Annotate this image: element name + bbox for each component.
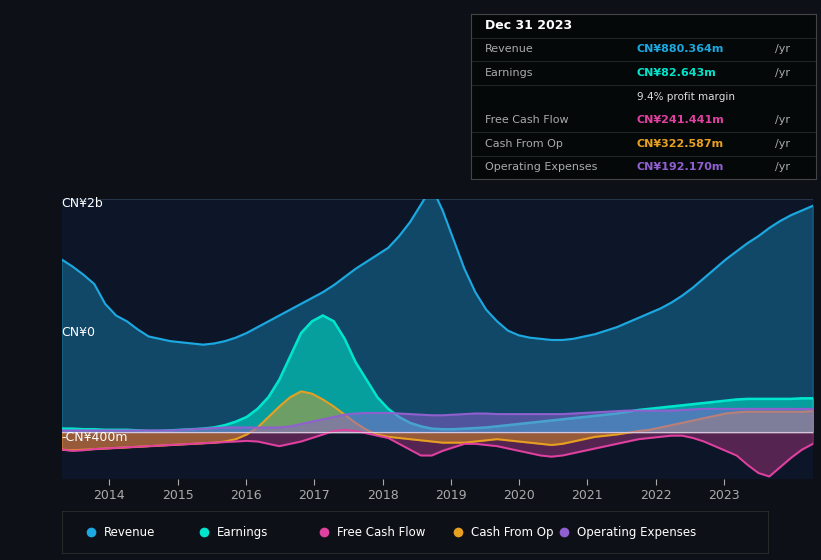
Text: CN¥880.364m: CN¥880.364m <box>637 44 724 54</box>
Text: Free Cash Flow: Free Cash Flow <box>485 115 569 125</box>
Text: 9.4% profit margin: 9.4% profit margin <box>637 92 735 101</box>
Text: Cash From Op: Cash From Op <box>485 139 563 149</box>
Text: -CN¥400m: -CN¥400m <box>62 431 128 444</box>
Text: Revenue: Revenue <box>485 44 534 54</box>
Text: /yr: /yr <box>775 139 790 149</box>
Text: /yr: /yr <box>775 115 790 125</box>
Text: Earnings: Earnings <box>217 526 268 539</box>
Text: Operating Expenses: Operating Expenses <box>485 162 598 172</box>
Text: CN¥241.441m: CN¥241.441m <box>637 115 724 125</box>
Text: Earnings: Earnings <box>485 68 534 78</box>
Text: CN¥322.587m: CN¥322.587m <box>637 139 724 149</box>
Text: /yr: /yr <box>775 44 790 54</box>
Text: Dec 31 2023: Dec 31 2023 <box>485 19 572 32</box>
Text: CN¥2b: CN¥2b <box>62 197 103 210</box>
Text: /yr: /yr <box>775 68 790 78</box>
Text: CN¥82.643m: CN¥82.643m <box>637 68 717 78</box>
Text: Cash From Op: Cash From Op <box>471 526 553 539</box>
Text: Revenue: Revenue <box>104 526 155 539</box>
Text: CN¥192.170m: CN¥192.170m <box>637 162 724 172</box>
Text: Operating Expenses: Operating Expenses <box>577 526 696 539</box>
Text: Free Cash Flow: Free Cash Flow <box>337 526 425 539</box>
Text: CN¥0: CN¥0 <box>62 325 95 339</box>
Text: /yr: /yr <box>775 162 790 172</box>
